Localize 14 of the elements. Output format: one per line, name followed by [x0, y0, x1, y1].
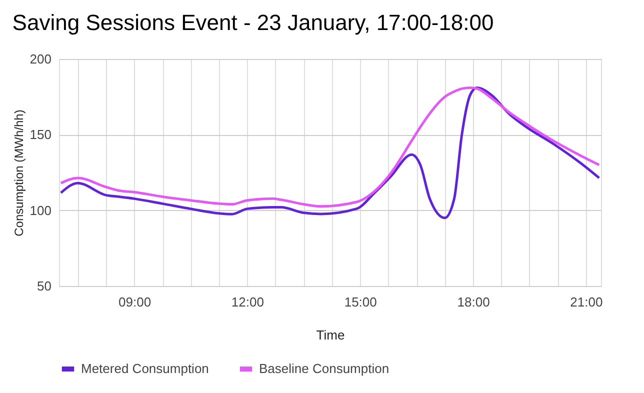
chart-title: Saving Sessions Event - 23 January, 17:00-18:00 [12, 10, 494, 35]
legend-label: Baseline Consumption [259, 361, 390, 376]
x-tick-label: 21:00 [570, 294, 603, 310]
x-tick-label: 09:00 [118, 294, 152, 310]
x-tick-label: 18:00 [457, 294, 490, 310]
y-tick-label: 200 [30, 52, 52, 66]
x-axis-title: Time [316, 328, 345, 342]
y-tick-label: 100 [30, 202, 52, 218]
x-tick-label: 12:00 [231, 294, 264, 310]
y-tick-label: 50 [37, 278, 52, 294]
legend-label: Metered Consumption [81, 361, 209, 376]
y-tick-label: 150 [30, 127, 52, 142]
y-axis-title: Consumption (MWh/hh) [12, 110, 26, 236]
x-tick-label: 15:00 [344, 294, 377, 310]
